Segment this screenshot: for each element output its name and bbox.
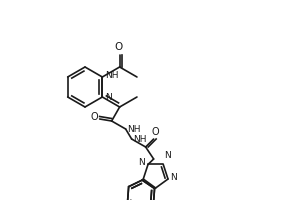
Text: NH: NH [105,72,119,80]
Text: O: O [90,112,98,122]
Text: O: O [152,127,160,137]
Text: N: N [170,173,177,182]
Text: N: N [138,158,145,167]
Text: N: N [164,151,171,160]
Text: NH: NH [133,134,146,144]
Text: NH: NH [127,124,140,134]
Text: O: O [115,42,123,52]
Text: N: N [105,94,112,102]
